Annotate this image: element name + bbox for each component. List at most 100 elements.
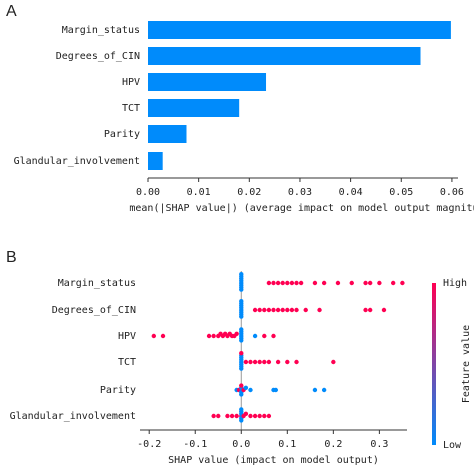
point [381,307,387,313]
y-tick-label: Glandular_involvement [14,156,140,167]
point [248,387,253,393]
point [257,413,262,419]
point [216,413,221,419]
bar [148,47,421,65]
bar [148,125,187,143]
point [367,307,373,313]
x-tick-label: 0.02 [237,187,261,198]
point [275,280,281,286]
point [262,413,267,419]
point [239,299,244,304]
y-tick-label: Degrees_of_CIN [56,51,140,62]
point [271,280,276,286]
point [294,307,299,313]
point [312,280,318,286]
point [266,413,272,419]
y-tick-label: Margin_status [58,278,136,289]
bar [148,152,163,170]
point [243,385,249,390]
colorbar-label: Feature value [461,325,472,403]
point [225,413,230,419]
y-tick-label: HPV [122,77,140,88]
point [280,307,285,313]
point [335,280,341,286]
x-tick-label: 0.03 [288,187,312,198]
point [298,280,304,286]
x-tick-label: 0.01 [187,187,211,198]
point [285,280,290,286]
point [312,387,318,393]
point [266,307,272,313]
point [252,359,258,365]
point [400,280,405,286]
point [239,314,244,319]
bar [148,99,240,117]
point [151,333,157,339]
y-tick-label: Margin_status [62,25,140,36]
point [390,280,396,286]
point [275,307,281,313]
point [239,383,244,388]
point [367,280,373,286]
point [206,333,212,339]
point [317,307,322,313]
point [239,327,244,332]
point [243,411,249,416]
point [363,307,368,313]
point [239,392,244,397]
x-tick-label: 0.05 [389,187,413,198]
x-tick-label: 0.3 [370,439,388,450]
point [257,307,262,313]
point [266,280,272,286]
colorbar-high: High [443,278,467,289]
point [248,413,253,419]
bar [148,21,451,39]
point [275,359,281,365]
point [262,333,267,339]
panel-label: A [6,3,17,20]
point [243,359,249,365]
point [349,280,354,286]
point [321,387,327,393]
point [239,366,244,371]
point [229,413,235,419]
point [273,387,279,393]
x-tick-label: 0.0 [232,439,250,450]
x-tick-label: 0.1 [278,439,296,450]
point [262,307,267,313]
panel-label: B [6,249,17,266]
point [262,359,267,365]
colorbar [432,283,436,445]
point [252,333,258,339]
y-tick-label: TCT [118,357,136,368]
point [239,272,244,277]
point [239,407,244,412]
point [294,280,299,286]
y-tick-label: Parity [100,385,136,396]
y-tick-label: Parity [104,129,140,140]
x-tick-label: 0.2 [324,439,342,450]
point [321,280,327,286]
point [271,333,276,339]
x-tick-label: -0.2 [137,439,161,450]
point [303,307,308,313]
x-tick-label: -0.1 [183,439,207,450]
point [239,418,244,423]
bar [148,73,267,91]
point [331,359,336,365]
x-tick-label: 0.00 [136,187,160,198]
x-axis-label: SHAP value (impact on model output) [168,455,379,466]
x-tick-label: 0.04 [339,187,363,198]
x-tick-label: 0.06 [440,187,464,198]
colorbar-low: Low [443,440,462,451]
point [239,287,244,292]
point [252,413,258,419]
point [363,280,368,286]
y-tick-label: TCT [122,103,140,114]
point [285,307,290,313]
point [252,307,258,313]
point [248,359,253,365]
x-axis-label: mean(|SHAP value|) (average impact on mo… [129,203,474,214]
point [211,413,216,419]
point [289,280,295,286]
